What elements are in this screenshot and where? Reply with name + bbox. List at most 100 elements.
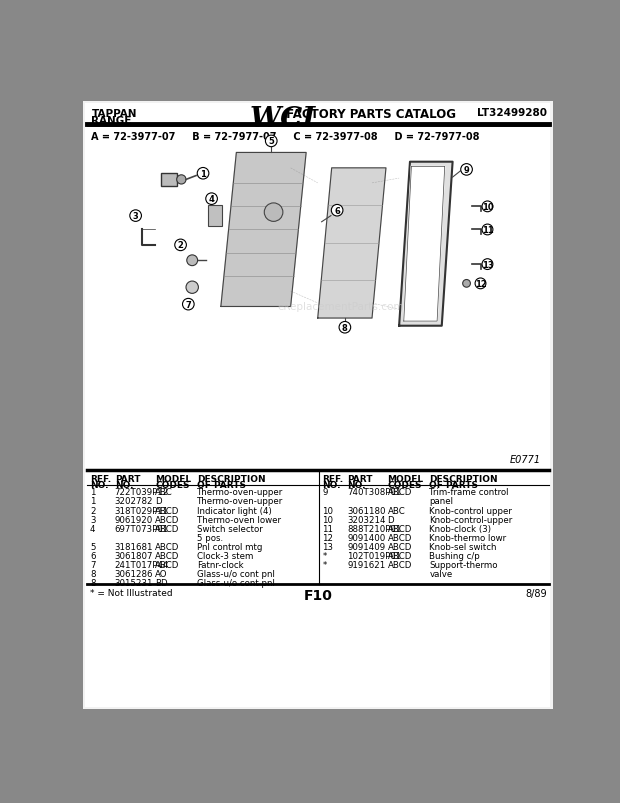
Text: ABCD: ABCD xyxy=(155,542,179,551)
Text: 13: 13 xyxy=(482,260,494,269)
Text: Support-thermo: Support-thermo xyxy=(429,560,498,569)
Text: Switch selector: Switch selector xyxy=(197,524,263,533)
Text: ABCD: ABCD xyxy=(155,515,179,524)
Text: ABCD: ABCD xyxy=(388,542,412,551)
Text: Fatnr-clock: Fatnr-clock xyxy=(197,560,244,569)
Text: 241T017P44: 241T017P44 xyxy=(115,560,169,569)
Bar xyxy=(208,206,222,227)
Circle shape xyxy=(206,194,218,206)
Text: D: D xyxy=(155,497,162,506)
Circle shape xyxy=(264,204,283,222)
Text: 6: 6 xyxy=(90,552,95,560)
Text: 722T039P12: 722T039P12 xyxy=(115,487,169,497)
Text: Knob-thermo lowr: Knob-thermo lowr xyxy=(429,533,507,542)
Text: A = 72-3977-07     B = 72-7977-07     C = 72-3977-08     D = 72-7977-08: A = 72-3977-07 B = 72-7977-07 C = 72-397… xyxy=(92,132,480,141)
Text: Bushing c/p: Bushing c/p xyxy=(429,552,480,560)
Circle shape xyxy=(463,280,471,287)
Text: Thermo-oven lower: Thermo-oven lower xyxy=(197,515,281,524)
Text: 318T029P11: 318T029P11 xyxy=(115,506,169,515)
Text: DESCRIPTION: DESCRIPTION xyxy=(197,474,265,483)
Text: 740T308P01: 740T308P01 xyxy=(347,487,402,497)
Text: 3061807: 3061807 xyxy=(115,552,153,560)
Text: 5: 5 xyxy=(268,137,274,146)
Text: ABC: ABC xyxy=(388,506,405,515)
Circle shape xyxy=(182,299,194,311)
Text: ABCD: ABCD xyxy=(155,552,179,560)
Text: ABCD: ABCD xyxy=(388,533,412,542)
Text: 9091409: 9091409 xyxy=(347,542,385,551)
Text: 9: 9 xyxy=(464,165,469,175)
Text: Thermo-oven-upper: Thermo-oven-upper xyxy=(197,497,283,506)
Text: 8: 8 xyxy=(90,578,95,588)
Text: 10: 10 xyxy=(322,515,334,524)
Text: 697T073P01: 697T073P01 xyxy=(115,524,169,533)
Text: Glass-u/o cont pnl: Glass-u/o cont pnl xyxy=(197,578,275,588)
Text: RANGE: RANGE xyxy=(92,116,132,125)
Text: Glass-u/o cont pnl: Glass-u/o cont pnl xyxy=(197,569,275,578)
Circle shape xyxy=(339,322,351,333)
Text: ABCD: ABCD xyxy=(388,560,412,569)
Text: REF.: REF. xyxy=(90,474,111,483)
Text: 10: 10 xyxy=(322,506,334,515)
Text: AO: AO xyxy=(155,569,167,578)
Text: ABC: ABC xyxy=(155,487,173,497)
Text: Thermo-oven-upper: Thermo-oven-upper xyxy=(197,487,283,497)
Polygon shape xyxy=(399,162,453,326)
Text: TAPPAN: TAPPAN xyxy=(92,108,137,119)
Circle shape xyxy=(482,259,493,270)
Text: 9: 9 xyxy=(322,487,328,497)
Text: Trim-frame control: Trim-frame control xyxy=(429,487,509,497)
Text: 2: 2 xyxy=(90,506,95,515)
Text: E0771: E0771 xyxy=(510,454,541,465)
Text: 11: 11 xyxy=(322,524,334,533)
Text: ABCD: ABCD xyxy=(155,560,179,569)
Circle shape xyxy=(130,210,141,222)
Text: 4: 4 xyxy=(209,195,215,204)
Text: Pnl control mtg: Pnl control mtg xyxy=(197,542,262,551)
Text: REF.: REF. xyxy=(322,474,343,483)
Text: ABCD: ABCD xyxy=(155,524,179,533)
Text: 10: 10 xyxy=(482,202,494,212)
Circle shape xyxy=(197,169,209,180)
Text: 1: 1 xyxy=(90,487,95,497)
Text: ABCD: ABCD xyxy=(388,552,412,560)
Text: Knob-control upper: Knob-control upper xyxy=(429,506,512,515)
Text: 1: 1 xyxy=(200,169,206,178)
Text: 3202782: 3202782 xyxy=(115,497,153,506)
Text: 3: 3 xyxy=(133,212,138,221)
Text: 3061286: 3061286 xyxy=(115,569,153,578)
Circle shape xyxy=(177,176,186,185)
Text: 3203214: 3203214 xyxy=(347,515,386,524)
Text: 888T210P01: 888T210P01 xyxy=(347,524,402,533)
Text: 12: 12 xyxy=(322,533,334,542)
Text: 8: 8 xyxy=(342,324,348,332)
Text: 7: 7 xyxy=(90,560,95,569)
Text: CODES: CODES xyxy=(388,480,422,489)
Text: 1: 1 xyxy=(90,497,95,506)
Text: 11: 11 xyxy=(482,226,494,234)
Text: Clock-3 stem: Clock-3 stem xyxy=(197,552,253,560)
Polygon shape xyxy=(404,167,445,322)
Text: 102T019P01: 102T019P01 xyxy=(347,552,402,560)
Text: 5 pos.: 5 pos. xyxy=(197,533,223,542)
Text: 8/89: 8/89 xyxy=(526,588,547,597)
Text: 9091400: 9091400 xyxy=(347,533,386,542)
Text: NO.: NO. xyxy=(347,480,366,489)
Circle shape xyxy=(482,225,493,235)
Text: 2: 2 xyxy=(178,241,184,250)
Text: 9061920: 9061920 xyxy=(115,515,153,524)
Circle shape xyxy=(482,202,493,213)
Text: 4: 4 xyxy=(90,524,95,533)
Text: 3061180: 3061180 xyxy=(347,506,386,515)
Text: Indicator light (4): Indicator light (4) xyxy=(197,506,272,515)
Text: *: * xyxy=(322,552,327,560)
Text: DESCRIPTION: DESCRIPTION xyxy=(429,474,498,483)
Circle shape xyxy=(187,255,198,267)
Text: 5: 5 xyxy=(90,542,95,551)
Text: D: D xyxy=(388,515,394,524)
Polygon shape xyxy=(221,153,306,307)
Text: BD: BD xyxy=(155,578,167,588)
Bar xyxy=(86,144,551,467)
Text: NO.: NO. xyxy=(115,480,133,489)
Text: 3181681: 3181681 xyxy=(115,542,153,551)
